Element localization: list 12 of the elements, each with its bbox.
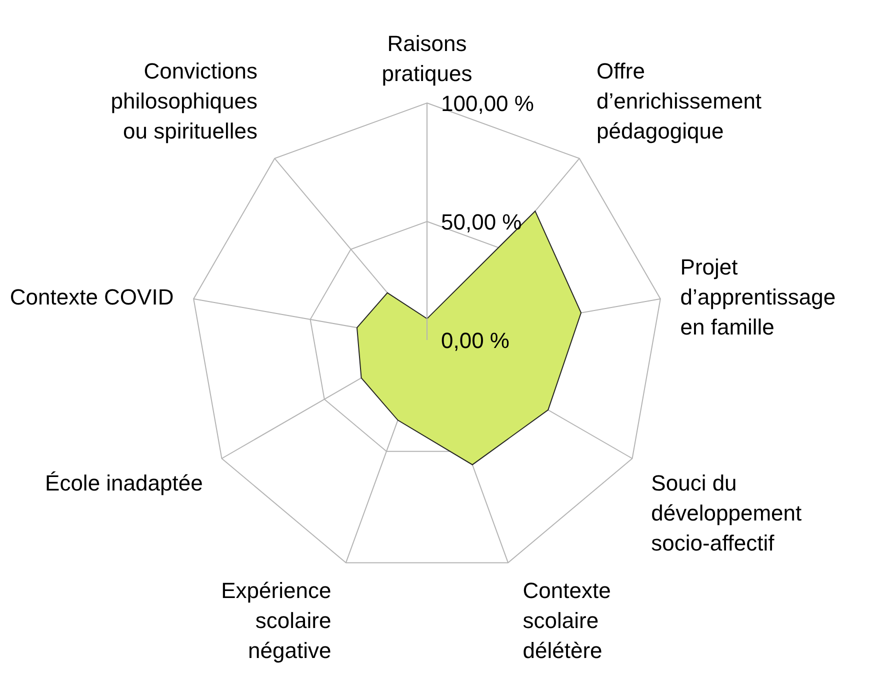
y-tick-label: 0,00 % [441,328,510,353]
spoke-label: Projet d’apprentissage en famille [680,254,836,340]
y-tick-label: 50,00 % [441,210,522,234]
spoke-label: Offre d’enrichissement pédagogique [596,58,762,144]
spoke-label: Contexte COVID [10,284,174,310]
spoke-label: Convictions philosophiques ou spirituelles [110,58,258,144]
spoke-label: Contexte scolaire délétère [522,578,611,664]
spoke-label: Souci du développement socio-affectif [651,470,802,556]
y-tick-label: 100,00 % [441,91,534,116]
spoke-label: Raisons pratiques [382,31,472,86]
spoke-label: École inadaptée [45,470,203,496]
spoke-label: Expérience scolaire négative [221,578,332,664]
